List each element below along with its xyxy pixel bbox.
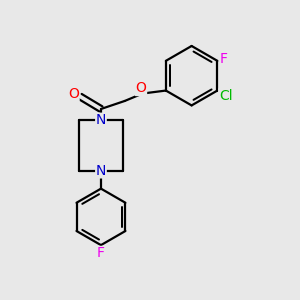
Text: F: F bbox=[220, 52, 228, 66]
Text: N: N bbox=[96, 164, 106, 178]
Text: O: O bbox=[68, 86, 79, 100]
Text: O: O bbox=[136, 82, 146, 95]
Text: N: N bbox=[96, 113, 106, 127]
Text: Cl: Cl bbox=[219, 89, 232, 103]
Text: F: F bbox=[97, 246, 105, 260]
